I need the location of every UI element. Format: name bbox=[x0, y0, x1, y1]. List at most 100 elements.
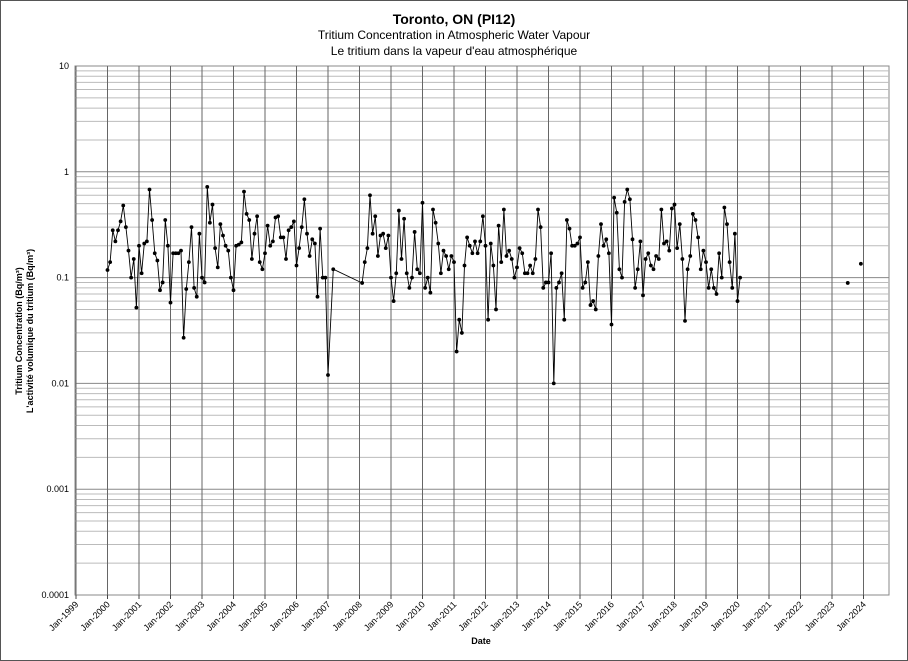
data-point bbox=[659, 207, 664, 212]
data-point bbox=[386, 233, 391, 238]
data-point bbox=[504, 254, 509, 258]
data-point bbox=[194, 294, 199, 299]
data-point bbox=[454, 349, 459, 354]
data-point bbox=[465, 235, 470, 240]
x-tick-label: Jan-2004 bbox=[204, 599, 238, 633]
data-point bbox=[635, 267, 640, 272]
data-point bbox=[499, 260, 504, 265]
data-point bbox=[113, 239, 118, 244]
data-point bbox=[315, 294, 320, 299]
x-tick-label: Jan-1999 bbox=[47, 599, 81, 633]
data-point bbox=[638, 239, 643, 244]
data-point bbox=[310, 237, 315, 242]
x-tick-label: Jan-2014 bbox=[519, 599, 553, 633]
data-point bbox=[486, 317, 491, 322]
data-point bbox=[207, 220, 212, 225]
data-point bbox=[575, 241, 580, 246]
data-point bbox=[677, 222, 682, 227]
data-point bbox=[318, 226, 323, 231]
data-point bbox=[383, 246, 388, 251]
data-point bbox=[512, 275, 517, 280]
data-point bbox=[284, 257, 288, 261]
data-point bbox=[725, 222, 729, 227]
data-point bbox=[186, 260, 191, 265]
data-point bbox=[396, 208, 401, 213]
data-point bbox=[680, 257, 685, 261]
x-tick-label: Jan-2019 bbox=[677, 599, 711, 633]
data-point bbox=[221, 233, 225, 238]
data-point bbox=[297, 246, 302, 251]
data-point bbox=[375, 254, 380, 258]
data-point bbox=[202, 280, 207, 285]
plot-area bbox=[74, 65, 890, 596]
y-tick-label: 10 bbox=[59, 61, 69, 71]
data-point bbox=[669, 206, 674, 211]
data-point bbox=[289, 225, 294, 230]
data-point bbox=[641, 293, 645, 298]
data-point bbox=[239, 240, 244, 245]
data-point bbox=[108, 260, 113, 265]
data-point bbox=[719, 275, 724, 280]
data-point bbox=[732, 231, 737, 236]
data-point bbox=[709, 267, 714, 272]
data-point bbox=[257, 260, 262, 265]
grid-lines bbox=[74, 65, 890, 596]
data-point bbox=[858, 261, 863, 266]
data-point bbox=[263, 251, 267, 256]
data-point bbox=[123, 225, 128, 230]
data-point bbox=[452, 260, 456, 265]
data-point bbox=[572, 243, 577, 248]
data-point bbox=[525, 271, 530, 276]
y-axis-label-en: Tritium Concentration (Bq/m³) bbox=[14, 267, 24, 395]
data-point bbox=[265, 223, 270, 228]
y-axis-ticks: 10 1 0.1 0.01 0.001 0.0001 bbox=[41, 61, 69, 600]
data-point bbox=[158, 288, 162, 293]
data-point bbox=[528, 263, 533, 268]
data-point bbox=[651, 267, 656, 272]
data-point bbox=[667, 248, 672, 253]
data-point bbox=[727, 260, 732, 265]
data-point bbox=[144, 239, 149, 244]
data-point bbox=[163, 218, 168, 222]
data-point bbox=[730, 285, 735, 290]
data-point bbox=[294, 263, 299, 268]
data-point bbox=[685, 267, 690, 272]
data-point bbox=[399, 257, 404, 261]
data-point bbox=[675, 246, 680, 251]
data-point bbox=[368, 193, 372, 198]
data-point bbox=[236, 242, 241, 247]
x-tick-label: Jan-2006 bbox=[267, 599, 301, 633]
data-point bbox=[415, 267, 420, 272]
data-point bbox=[323, 275, 328, 280]
data-point bbox=[633, 285, 638, 290]
data-point bbox=[536, 207, 540, 212]
data-point bbox=[168, 300, 173, 305]
data-point bbox=[643, 257, 648, 261]
y-tick-label: 1 bbox=[64, 167, 69, 177]
data-point bbox=[591, 299, 596, 303]
y-tick-label: 0.1 bbox=[56, 273, 69, 283]
y-axis-label-fr: L'activité volumique du tritium (Bq/m³) bbox=[25, 249, 35, 413]
x-tick-label: Jan-2008 bbox=[330, 599, 364, 633]
x-tick-label: Jan-2003 bbox=[173, 599, 207, 633]
data-point bbox=[189, 225, 194, 230]
data-point bbox=[501, 207, 506, 212]
data-point bbox=[312, 241, 317, 246]
data-point bbox=[588, 303, 593, 307]
data-point bbox=[585, 260, 590, 265]
data-point bbox=[488, 241, 493, 246]
x-tick-label: Jan-2023 bbox=[803, 599, 837, 633]
data-point bbox=[365, 246, 370, 251]
data-point bbox=[567, 226, 572, 231]
data-point bbox=[735, 299, 740, 303]
data-point bbox=[483, 243, 488, 248]
x-tick-label: Jan-2009 bbox=[362, 599, 396, 633]
data-point bbox=[554, 285, 559, 290]
data-point bbox=[129, 275, 134, 280]
chart-subtitle-fr: Le tritium dans la vapeur d'eau atmosphé… bbox=[330, 44, 578, 58]
data-point bbox=[184, 287, 189, 291]
x-tick-label: Jan-2016 bbox=[582, 599, 616, 633]
data-point bbox=[654, 254, 659, 258]
data-point bbox=[213, 246, 218, 251]
